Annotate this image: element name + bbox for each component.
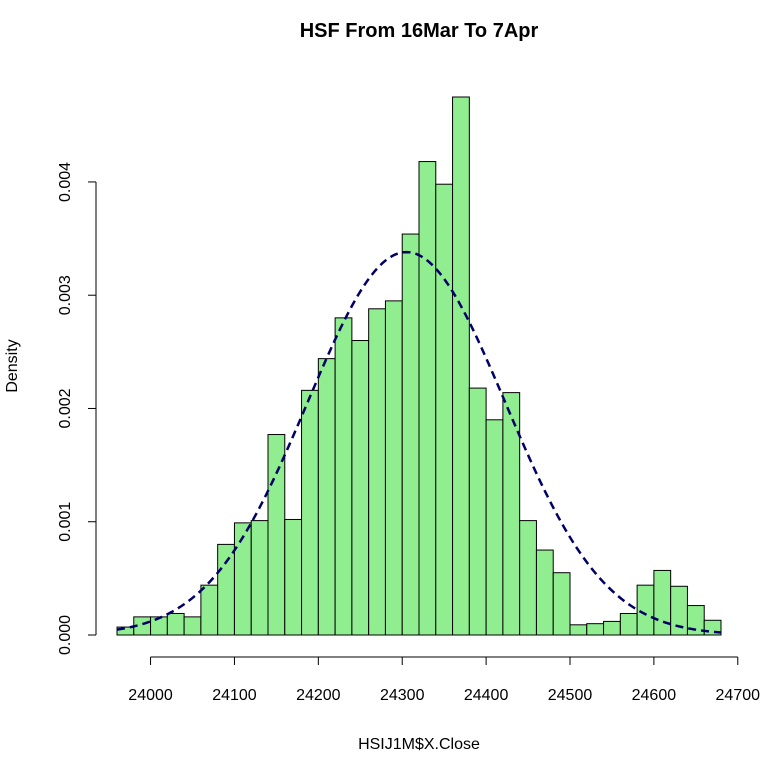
histogram-bar [368,308,386,636]
x-axis: 24000 24100 24200 24300 24400 24500 24600 24700 [128,656,761,704]
y-tick-label: 0.003 [57,275,74,315]
histogram-bar [183,616,202,636]
histogram-bar [452,96,470,636]
y-tick-label: 0.001 [57,502,74,542]
histogram-bar [166,612,185,636]
histogram-bar [217,543,235,636]
histogram-bar [653,569,672,636]
x-tick-label: 24400 [464,687,509,704]
y-axis-label: Density [4,339,21,392]
histogram-bar [200,584,219,636]
histogram-bar [636,584,655,636]
histogram-bar [250,520,269,636]
y-tick-label: 0.000 [57,615,74,655]
histogram-bar [485,419,504,636]
histogram-bar [670,585,688,636]
histogram-bar [317,358,336,636]
histogram-bar [334,317,353,636]
histogram-bar [535,549,554,636]
x-tick-label: 24100 [212,687,257,704]
x-tick-label: 24700 [716,687,761,704]
x-tick-label: 24200 [296,687,341,704]
y-tick-label: 0.004 [57,162,74,202]
normal-density-curve [116,250,722,634]
histogram-bar [586,623,605,636]
x-tick-label: 24300 [380,687,425,704]
histogram-bar [384,300,403,636]
histogram-bars [116,96,722,636]
x-axis-label: HSIJ1M$X.Close [358,736,480,753]
y-axis: 0.000 0.001 0.002 0.003 0.004 [57,162,97,655]
x-tick-label: 24500 [548,687,593,704]
histogram-bar [233,522,252,636]
histogram-bar [401,233,420,636]
histogram-bar [519,520,537,636]
histogram-bar [301,389,319,636]
histogram-bar [351,340,370,636]
histogram-bar [603,620,621,636]
x-tick-label: 24600 [632,687,677,704]
histogram-bar [267,434,286,636]
y-tick-label: 0.002 [57,388,74,428]
histogram-bar [468,387,487,636]
histogram-bar [435,183,454,636]
histogram-bar [502,392,521,636]
histogram-bar [150,616,168,636]
histogram-bar [418,161,437,636]
histogram-bar [552,572,571,636]
histogram-bar [569,624,588,636]
histogram-bar [619,612,638,636]
x-tick-label: 24000 [128,687,173,704]
histogram-bar [284,518,303,636]
chart-title: HSF From 16Mar To 7Apr [300,20,539,42]
